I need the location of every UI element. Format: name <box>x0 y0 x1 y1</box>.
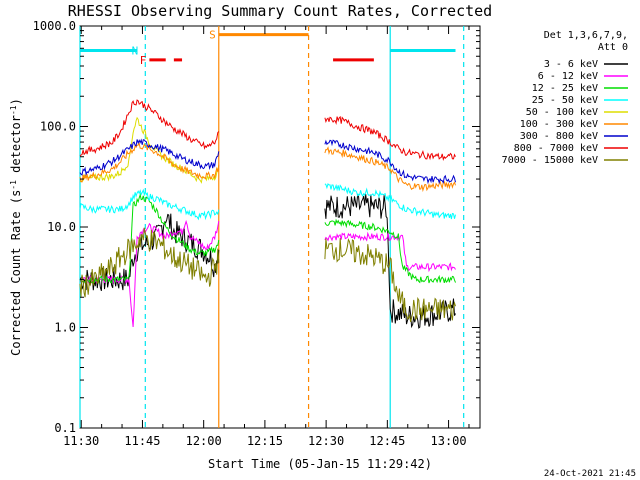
series-layer <box>79 99 456 329</box>
series-line <box>79 116 220 184</box>
x-axis-ticks: 11:30 11:45 12:00 12:15 12:30 12:45 13:00 <box>63 26 470 448</box>
x-tick-label: 12:00 <box>186 434 222 448</box>
flag-bar-label: F <box>140 54 147 67</box>
legend-entry-label: 50 - 100 keV <box>526 107 598 118</box>
x-axis-label: Start Time (05-Jan-15 11:29:42) <box>208 457 432 471</box>
vertical-markers <box>79 26 465 428</box>
y-tick-label: 0.1 <box>54 421 76 435</box>
series-line-segment-2 <box>324 192 456 329</box>
x-tick-label: 13:00 <box>431 434 467 448</box>
series-line <box>79 99 220 157</box>
y-tick-label: 100.0 <box>40 120 76 134</box>
legend-header-line2: Att 0 <box>598 42 628 53</box>
series-line <box>79 138 220 177</box>
x-tick-label: 11:45 <box>124 434 160 448</box>
series-line-segment-2 <box>324 146 456 193</box>
legend-entry-label: 25 - 50 keV <box>532 95 598 106</box>
series-4 <box>79 116 220 184</box>
chart-title: RHESSI Observing Summary Count Rates, Co… <box>68 2 492 20</box>
flag-bar-label: N <box>132 45 139 58</box>
plot-frame <box>79 25 481 429</box>
series-7 <box>79 99 456 161</box>
legend-entry-label: 3 - 6 keV <box>544 59 598 70</box>
series-line-segment-2 <box>324 139 456 185</box>
y-tick-label: 10.0 <box>47 220 76 234</box>
series-line-segment-2 <box>324 183 456 220</box>
series-line-segment-2 <box>324 115 456 161</box>
footer-timestamp: 24-Oct-2021 21:45 <box>544 469 636 479</box>
series-line-segment-2 <box>324 231 456 273</box>
plot-area: N S F 0.1 1.0 10.0 100.0 1000.0 11:30 11:45 12:0… <box>33 19 481 448</box>
series-2 <box>79 192 456 285</box>
legend-entry-label: 6 - 12 keV <box>538 71 598 82</box>
series-5 <box>79 142 456 193</box>
legend-header-line1: Det 1,3,6,7,9, <box>544 30 628 41</box>
x-tick-label: 12:45 <box>369 434 405 448</box>
x-tick-label: 11:30 <box>63 434 99 448</box>
series-3 <box>79 183 456 221</box>
flag-bars: N S F <box>80 29 456 67</box>
y-tick-label: 1.0 <box>54 321 76 335</box>
series-line <box>79 227 220 298</box>
series-line <box>79 188 220 221</box>
series-line <box>79 142 220 183</box>
series-line-segment-2 <box>324 218 456 284</box>
series-line <box>79 192 220 285</box>
legend-entry-label: 12 - 25 keV <box>532 83 598 94</box>
y-tick-label: 1000.0 <box>33 19 76 33</box>
series-8 <box>79 227 456 323</box>
y-axis-label: Corrected Count Rate (s-1 detector-1) <box>9 98 23 356</box>
series-6 <box>79 138 456 185</box>
flag-bar-label: S <box>209 29 216 42</box>
x-tick-label: 12:15 <box>247 434 283 448</box>
legend-entry-label: 7000 - 15000 keV <box>502 155 598 166</box>
legend-entry-label: 300 - 800 keV <box>520 131 598 142</box>
y-axis-ticks: 0.1 1.0 10.0 100.0 1000.0 <box>33 19 480 435</box>
legend-entry-label: 800 - 7000 keV <box>514 143 598 154</box>
x-tick-label: 12:30 <box>308 434 344 448</box>
series-line-segment-2 <box>324 238 456 323</box>
legend-entry-label: 100 - 300 keV <box>520 119 598 130</box>
